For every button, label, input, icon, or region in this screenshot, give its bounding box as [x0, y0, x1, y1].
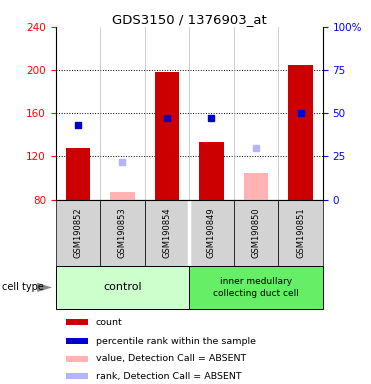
Bar	[155, 72, 179, 200]
Text: percentile rank within the sample: percentile rank within the sample	[96, 337, 256, 346]
Text: cell type: cell type	[2, 283, 44, 293]
FancyBboxPatch shape	[278, 200, 323, 266]
FancyBboxPatch shape	[100, 200, 145, 266]
Bar	[288, 65, 313, 200]
Text: count: count	[96, 318, 122, 327]
FancyBboxPatch shape	[56, 200, 100, 266]
Text: GSM190852: GSM190852	[73, 207, 82, 258]
Text: GSM190850: GSM190850	[252, 207, 260, 258]
Text: GSM190854: GSM190854	[162, 207, 171, 258]
Bar	[66, 338, 88, 344]
FancyBboxPatch shape	[56, 266, 189, 309]
Bar	[66, 356, 88, 362]
Text: inner medullary
collecting duct cell: inner medullary collecting duct cell	[213, 277, 299, 298]
Bar	[199, 142, 224, 200]
Bar	[66, 373, 88, 379]
Polygon shape	[37, 283, 52, 292]
Text: value, Detection Call = ABSENT: value, Detection Call = ABSENT	[96, 354, 246, 363]
FancyBboxPatch shape	[234, 200, 278, 266]
Text: GSM190853: GSM190853	[118, 207, 127, 258]
Bar	[244, 172, 268, 200]
Text: GSM190851: GSM190851	[296, 207, 305, 258]
Text: rank, Detection Call = ABSENT: rank, Detection Call = ABSENT	[96, 372, 242, 381]
Text: GSM190849: GSM190849	[207, 207, 216, 258]
FancyBboxPatch shape	[189, 266, 323, 309]
Text: control: control	[103, 283, 142, 293]
FancyBboxPatch shape	[145, 200, 189, 266]
Title: GDS3150 / 1376903_at: GDS3150 / 1376903_at	[112, 13, 267, 26]
Bar	[66, 319, 88, 325]
FancyBboxPatch shape	[189, 200, 234, 266]
Bar	[110, 192, 135, 200]
Bar	[66, 148, 90, 200]
